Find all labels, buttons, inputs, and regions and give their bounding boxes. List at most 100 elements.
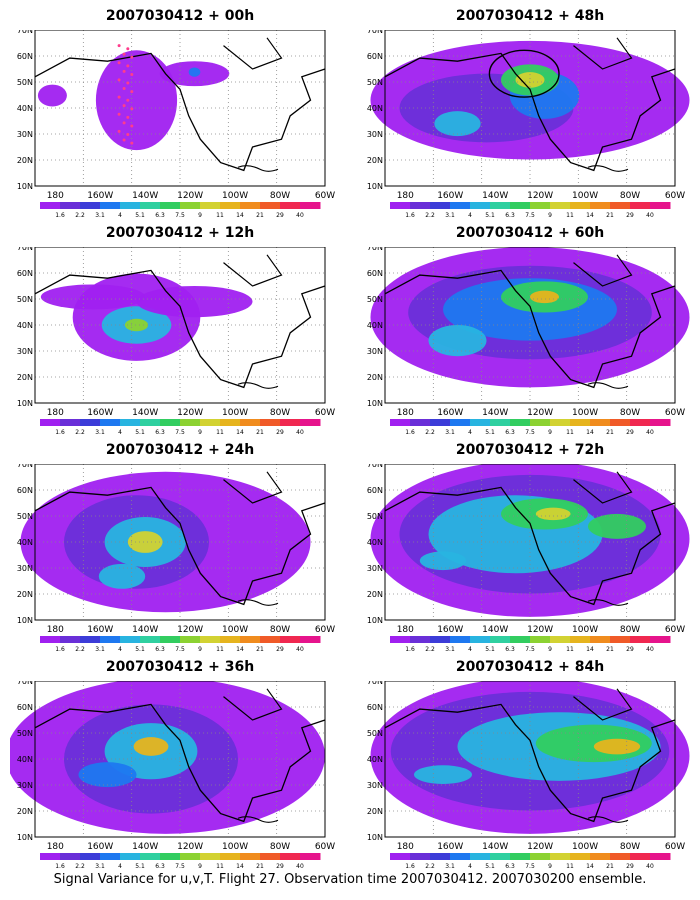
colorbar-label: 9 bbox=[198, 212, 202, 219]
lon-label: 120W bbox=[527, 625, 553, 635]
colorbar-swatch bbox=[260, 853, 281, 860]
colorbar-swatch bbox=[180, 636, 201, 643]
colorbar-label: 11 bbox=[566, 863, 574, 870]
colorbar-swatch bbox=[60, 853, 81, 860]
lon-label: 160W bbox=[437, 408, 463, 418]
colorbar-label: 1.6 bbox=[55, 646, 65, 653]
colorbar-swatch bbox=[120, 853, 141, 860]
lat-label: 40N bbox=[367, 321, 383, 330]
colorbar-label: 5.1 bbox=[485, 646, 495, 653]
flight-track-point bbox=[117, 61, 121, 65]
panel-title: 2007030412 + 12h bbox=[105, 225, 255, 241]
colorbar-label: 5.1 bbox=[135, 429, 145, 436]
colorbar-label: 4 bbox=[118, 646, 122, 653]
coastline bbox=[34, 52, 326, 172]
colorbar-swatch bbox=[180, 419, 201, 426]
lon-label: 120W bbox=[177, 625, 203, 635]
map-panel: 2007030412 + 84h 70N 60N 50N 40N 30N 20N 10N 180… bbox=[360, 659, 700, 879]
map-frame bbox=[384, 247, 676, 404]
panel-title: 2007030412 + 00h bbox=[105, 8, 255, 24]
colorbar-swatch bbox=[160, 636, 181, 643]
colorbar-swatch bbox=[510, 202, 531, 209]
colorbar-swatch bbox=[200, 419, 221, 426]
lat-label: 20N bbox=[17, 156, 33, 165]
lon-label: 120W bbox=[177, 408, 203, 418]
lon-label: 100W bbox=[572, 625, 598, 635]
lat-label: 30N bbox=[17, 347, 33, 356]
coastline bbox=[384, 703, 676, 823]
colorbar-swatch bbox=[650, 419, 671, 426]
lat-label: 40N bbox=[17, 321, 33, 330]
colorbar-label: 29 bbox=[276, 863, 284, 870]
colorbar-swatch bbox=[300, 636, 321, 643]
lon-label: 80W bbox=[620, 191, 640, 201]
panel-title: 2007030412 + 72h bbox=[455, 442, 605, 458]
lon-label: 80W bbox=[620, 625, 640, 635]
colorbar-label: 14 bbox=[236, 429, 244, 436]
colorbar-swatch bbox=[240, 419, 261, 426]
panel-title: 2007030412 + 60h bbox=[455, 225, 605, 241]
map-frame bbox=[34, 464, 326, 621]
colorbar-swatch bbox=[590, 202, 611, 209]
colorbar-label: 6.3 bbox=[155, 863, 165, 870]
variance-contour bbox=[136, 286, 253, 318]
flight-track-point bbox=[130, 107, 134, 111]
colorbar-swatch bbox=[280, 636, 301, 643]
colorbar-label: 6.3 bbox=[505, 646, 515, 653]
lat-label: 20N bbox=[367, 807, 383, 816]
lon-label: 180 bbox=[397, 191, 414, 201]
colorbar-label: 7.5 bbox=[175, 646, 185, 653]
map-svg: 70N 60N 50N 40N 30N 20N 10N 180 160W 140W 120W 100W… bbox=[10, 681, 335, 870]
colorbar-swatch bbox=[430, 419, 451, 426]
variance-contour bbox=[133, 737, 169, 756]
lat-label: 50N bbox=[367, 729, 383, 738]
colorbar-label: 9 bbox=[548, 429, 552, 436]
figure-caption: Signal Variance for u,v,T. Flight 27. Ob… bbox=[53, 872, 647, 887]
colorbar-swatch bbox=[650, 636, 671, 643]
lat-label: 60N bbox=[17, 703, 33, 712]
lon-label: 100W bbox=[572, 842, 598, 852]
lon-label: 140W bbox=[482, 842, 508, 852]
colorbar-label: 29 bbox=[276, 646, 284, 653]
hudson-bay-coastline bbox=[573, 37, 633, 70]
lon-label: 180 bbox=[47, 191, 64, 201]
flight-track-point bbox=[130, 124, 134, 128]
colorbar-label: 1.6 bbox=[405, 212, 415, 219]
colorbar-swatch bbox=[490, 636, 511, 643]
colorbar-label: 21 bbox=[256, 646, 264, 653]
lon-label: 60W bbox=[665, 842, 685, 852]
colorbar-swatch bbox=[610, 636, 631, 643]
map-panel: 2007030412 + 12h 70N 60N 50N 40N 30N 20N 10N 180… bbox=[10, 225, 350, 445]
colorbar-swatch bbox=[570, 419, 591, 426]
colorbar-label: 2.2 bbox=[75, 863, 85, 870]
colorbar-label: 6.3 bbox=[155, 212, 165, 219]
caribbean-coastline bbox=[587, 382, 629, 389]
colorbar-label: 5.1 bbox=[485, 863, 495, 870]
colorbar-label: 4 bbox=[118, 429, 122, 436]
colorbar-swatch bbox=[40, 636, 61, 643]
lon-label: 140W bbox=[482, 408, 508, 418]
lon-label: 180 bbox=[47, 408, 64, 418]
colorbar-label: 6.3 bbox=[155, 646, 165, 653]
colorbar-swatch bbox=[570, 636, 591, 643]
colorbar-label: 14 bbox=[586, 212, 594, 219]
colorbar-swatch bbox=[410, 853, 431, 860]
lat-label: 60N bbox=[17, 486, 33, 495]
colorbar-label: 29 bbox=[626, 212, 634, 219]
colorbar-swatch bbox=[630, 853, 651, 860]
lat-label: 30N bbox=[17, 564, 33, 573]
lat-label: 60N bbox=[17, 269, 33, 278]
lat-label: 70N bbox=[17, 464, 33, 469]
caribbean-coastline bbox=[587, 599, 629, 606]
lat-label: 70N bbox=[367, 30, 383, 35]
colorbar-swatch bbox=[180, 853, 201, 860]
colorbar-swatch bbox=[160, 419, 181, 426]
colorbar-swatch bbox=[240, 636, 261, 643]
lon-label: 160W bbox=[87, 625, 113, 635]
colorbar-label: 40 bbox=[646, 212, 654, 219]
lat-label: 10N bbox=[17, 182, 33, 191]
lon-label: 100W bbox=[222, 625, 248, 635]
colorbar-swatch bbox=[510, 636, 531, 643]
colorbar-swatch bbox=[200, 853, 221, 860]
map-panel: 2007030412 + 60h 70N 60N 50N 40N 30N 20N 10N 180… bbox=[360, 225, 700, 445]
